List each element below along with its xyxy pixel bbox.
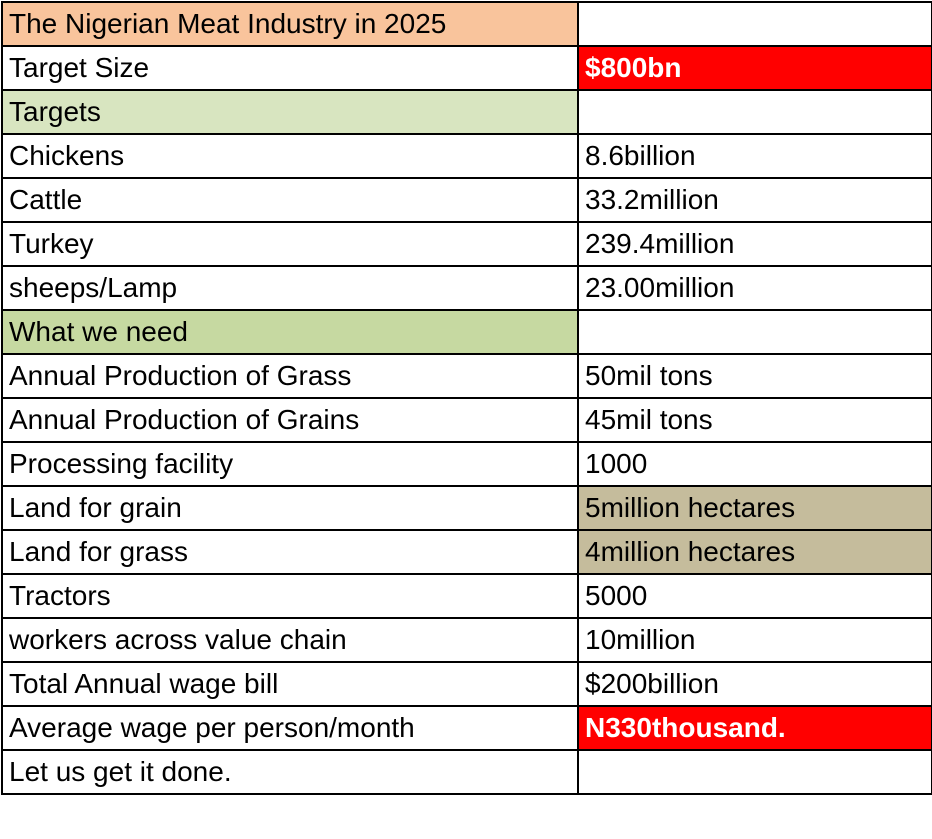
value-cell[interactable]: 10million	[577, 617, 932, 663]
table-row: Total Annual wage bill $200billion	[1, 661, 932, 707]
label-cell[interactable]: Turkey	[1, 221, 579, 267]
value-cell-highlight[interactable]: $800bn	[577, 45, 932, 91]
label-cell[interactable]: Let us get it done.	[1, 749, 579, 795]
label-cell[interactable]: Tractors	[1, 573, 579, 619]
label-cell[interactable]: Annual Production of Grains	[1, 397, 579, 443]
value-cell[interactable]: 8.6billion	[577, 133, 932, 179]
table-row: Average wage per person/month N330thousa…	[1, 705, 932, 751]
table-row: Annual Production of Grains 45mil tons	[1, 397, 932, 443]
section-heading-cell[interactable]: Targets	[1, 89, 579, 135]
label-cell[interactable]: Processing facility	[1, 441, 579, 487]
table-row: Processing facility 1000	[1, 441, 932, 487]
label-cell[interactable]: Cattle	[1, 177, 579, 223]
table-row-section: Targets	[1, 89, 932, 135]
value-cell[interactable]: 5000	[577, 573, 932, 619]
label-cell[interactable]: sheeps/Lamp	[1, 265, 579, 311]
table-row: Annual Production of Grass 50mil tons	[1, 353, 932, 399]
label-cell[interactable]: Chickens	[1, 133, 579, 179]
value-cell[interactable]	[577, 89, 932, 135]
label-cell[interactable]: Annual Production of Grass	[1, 353, 579, 399]
table-row: Turkey 239.4million	[1, 221, 932, 267]
label-cell[interactable]: Total Annual wage bill	[1, 661, 579, 707]
value-cell-shaded[interactable]: 5million hectares	[577, 485, 932, 531]
title-cell[interactable]: The Nigerian Meat Industry in 2025	[1, 1, 579, 47]
table-row: Let us get it done.	[1, 749, 932, 795]
table-row-section: What we need	[1, 309, 932, 355]
value-cell[interactable]: 50mil tons	[577, 353, 932, 399]
value-cell[interactable]: $200billion	[577, 661, 932, 707]
value-cell[interactable]	[577, 749, 932, 795]
value-cell-highlight[interactable]: N330thousand.	[577, 705, 932, 751]
label-cell[interactable]: Average wage per person/month	[1, 705, 579, 751]
value-cell[interactable]: 239.4million	[577, 221, 932, 267]
section-heading-cell[interactable]: What we need	[1, 309, 579, 355]
value-cell[interactable]	[577, 309, 932, 355]
label-cell[interactable]: Land for grass	[1, 529, 579, 575]
table-row: sheeps/Lamp 23.00million	[1, 265, 932, 311]
meat-industry-table: The Nigerian Meat Industry in 2025 Targe…	[1, 1, 932, 795]
value-cell-shaded[interactable]: 4million hectares	[577, 529, 932, 575]
table-row-title: The Nigerian Meat Industry in 2025	[1, 1, 932, 47]
table-row: Cattle 33.2million	[1, 177, 932, 223]
table-row: Land for grain 5million hectares	[1, 485, 932, 531]
label-cell[interactable]: workers across value chain	[1, 617, 579, 663]
value-cell[interactable]: 23.00million	[577, 265, 932, 311]
table-row: Chickens 8.6billion	[1, 133, 932, 179]
value-cell[interactable]: 45mil tons	[577, 397, 932, 443]
table-row: Land for grass 4million hectares	[1, 529, 932, 575]
table-row: workers across value chain 10million	[1, 617, 932, 663]
label-cell[interactable]: Land for grain	[1, 485, 579, 531]
value-cell[interactable]: 33.2million	[577, 177, 932, 223]
table-row: Target Size $800bn	[1, 45, 932, 91]
title-value-cell[interactable]	[577, 1, 932, 47]
value-cell[interactable]: 1000	[577, 441, 932, 487]
label-cell[interactable]: Target Size	[1, 45, 579, 91]
table-row: Tractors 5000	[1, 573, 932, 619]
